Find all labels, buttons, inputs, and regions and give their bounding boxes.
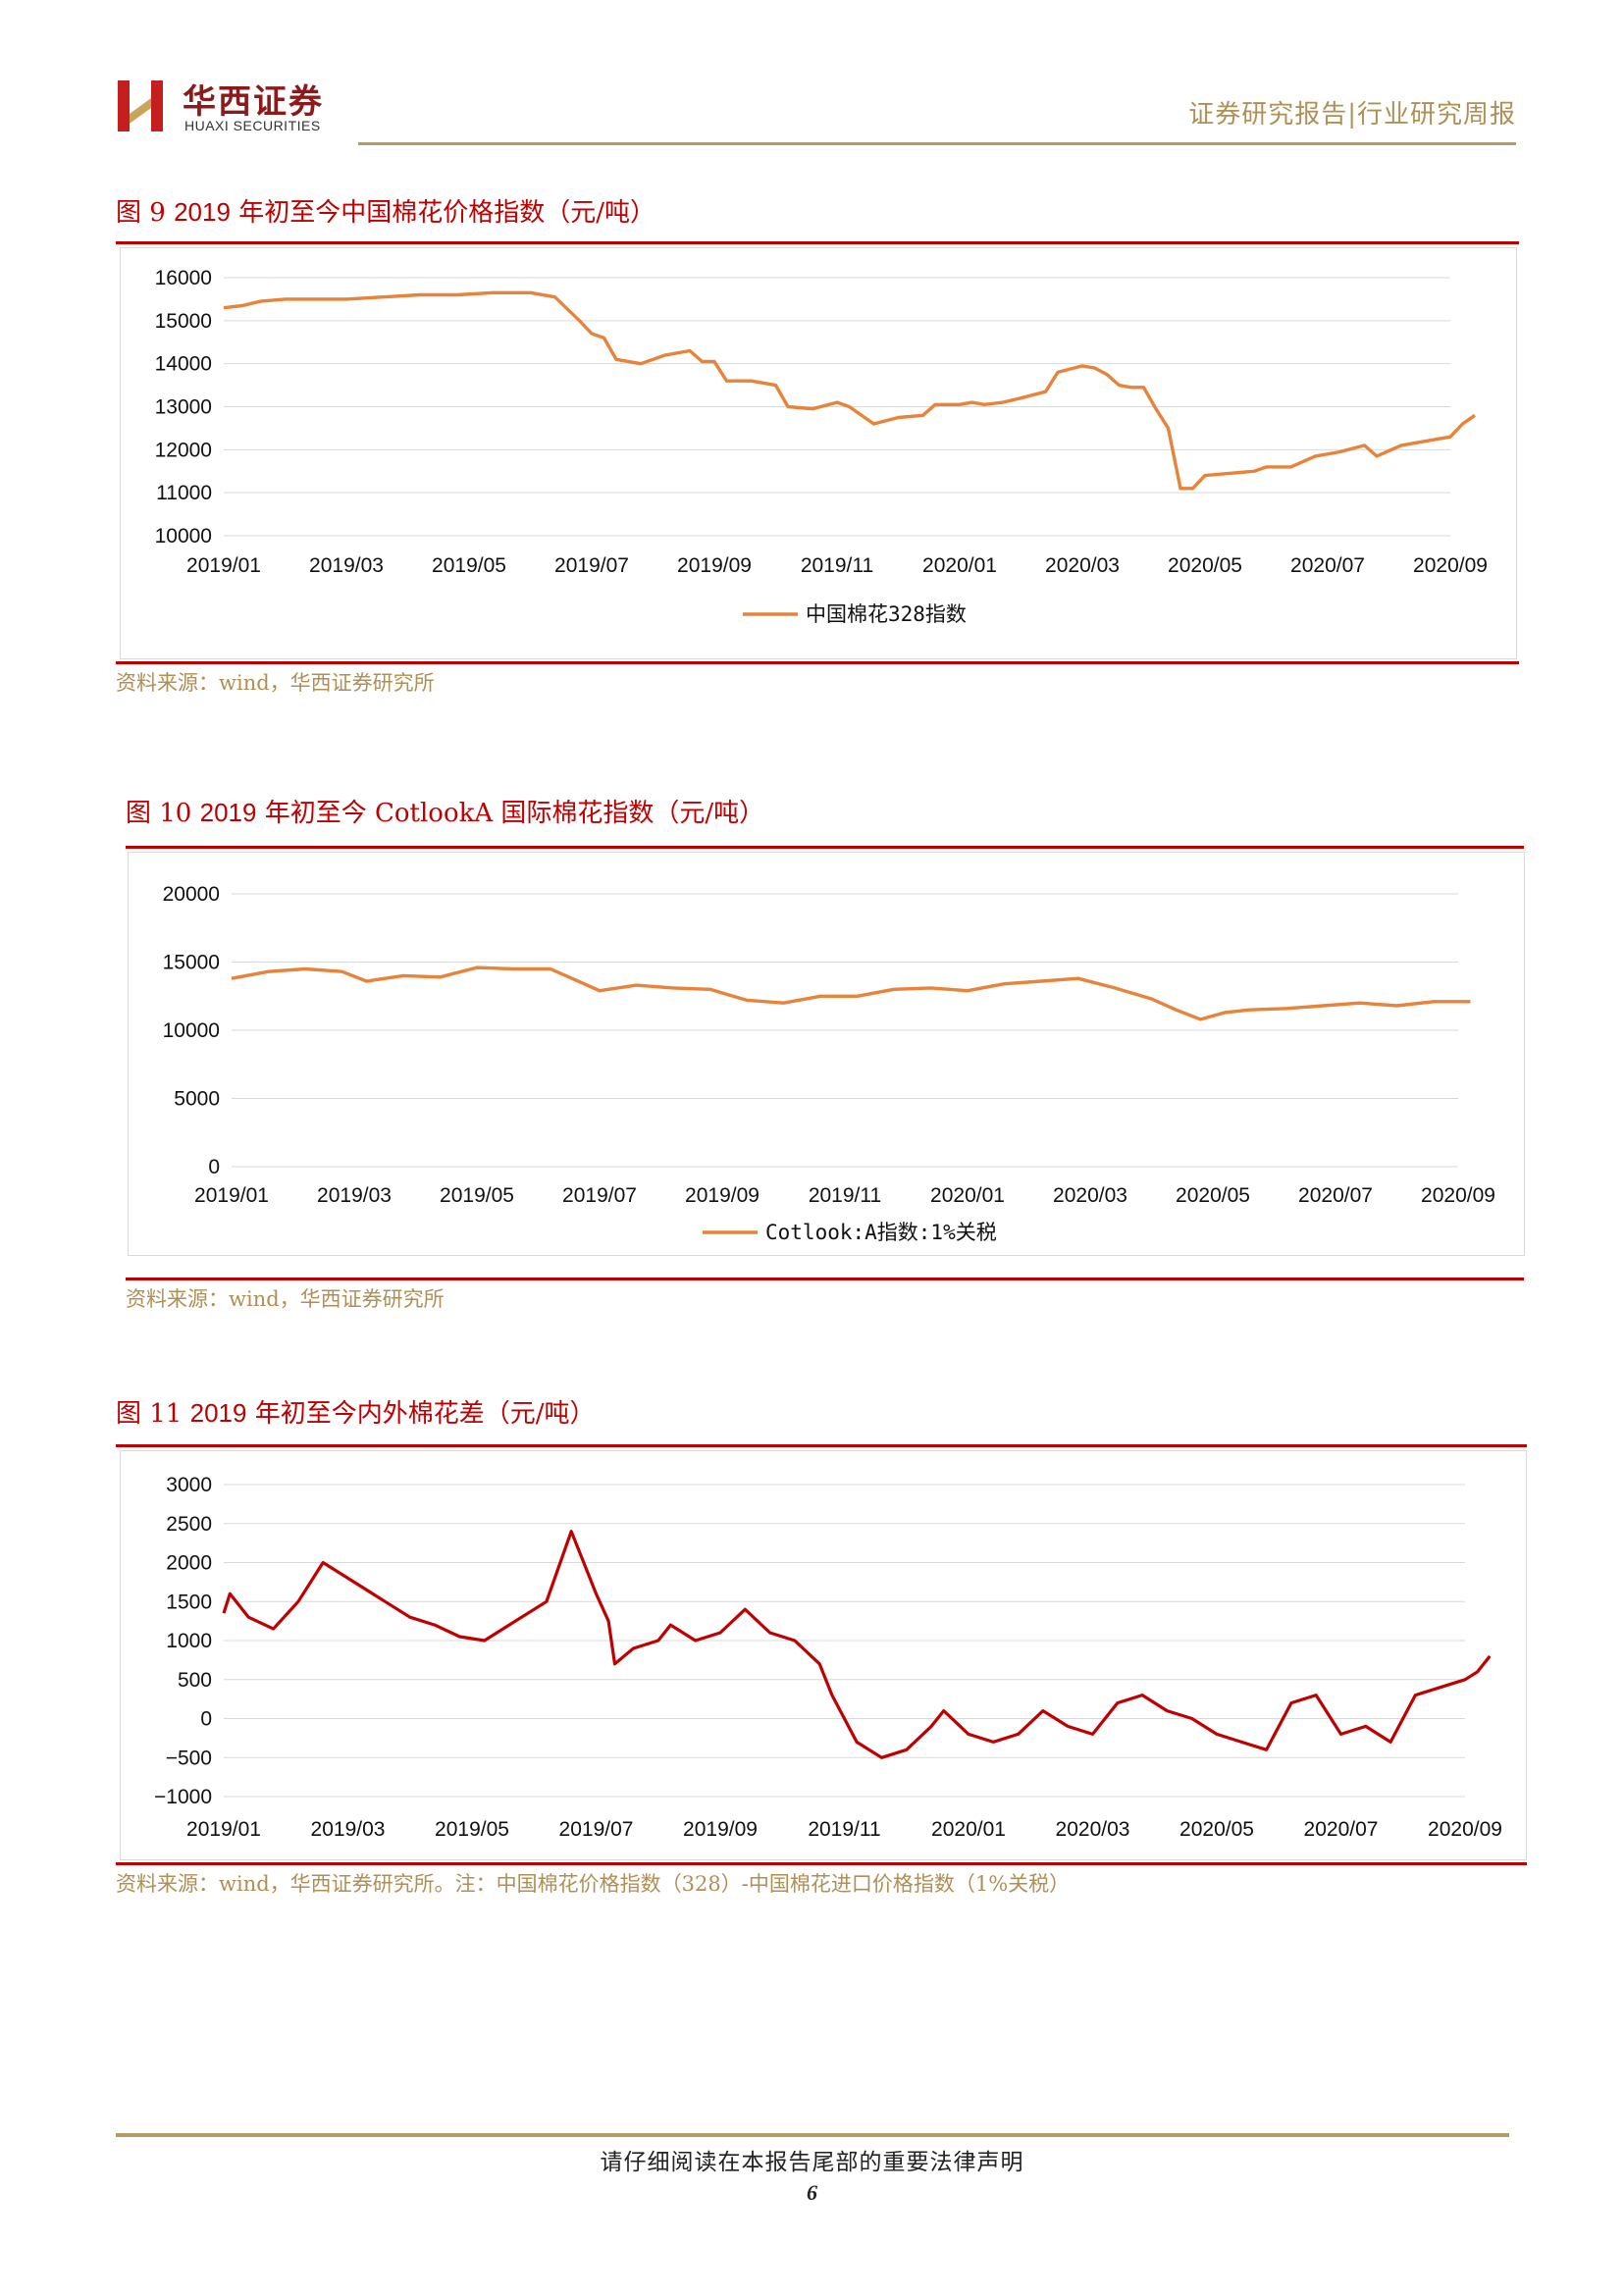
x-tick-label: 2020/05 bbox=[1176, 1184, 1250, 1207]
figure-9-chart-frame: 10000 11000 12000 13000 14000 15000 16000 2019/… bbox=[120, 247, 1517, 659]
x-tick-label: 2019/07 bbox=[562, 1184, 637, 1207]
x-tick-label: 2020/05 bbox=[1168, 554, 1242, 577]
figure-11-title-text: 年初至今内外棉花差（元/吨） bbox=[254, 1399, 596, 1429]
x-tick-label: 2020/03 bbox=[1056, 1818, 1130, 1841]
page-number: 6 bbox=[807, 2180, 817, 2205]
figure-10-label: 图 10 bbox=[126, 799, 192, 828]
x-tick-label: 2019/07 bbox=[554, 554, 629, 577]
series-line bbox=[222, 1530, 1492, 1759]
figure-11-source: 资料来源：wind，华西证券研究所。注：中国棉花价格指数（328）-中国棉花进口… bbox=[116, 1872, 1071, 1896]
logo-chinese-name: 华西证券 bbox=[183, 82, 324, 122]
y-tick-label: 12000 bbox=[155, 439, 212, 461]
figure-9-bottom-rule bbox=[116, 661, 1519, 664]
y-tick-label: 0 bbox=[200, 1708, 212, 1731]
x-tick-label: 2020/05 bbox=[1179, 1818, 1254, 1841]
figure-11-year: 2019 bbox=[189, 1398, 247, 1428]
figure-10-top-rule bbox=[126, 846, 1524, 849]
x-tick-label: 2019/03 bbox=[317, 1184, 392, 1207]
figure-9-year: 2019 bbox=[174, 197, 231, 227]
figure-11-top-rule bbox=[116, 1444, 1527, 1447]
x-tick-label: 2019/03 bbox=[311, 1818, 386, 1841]
x-tick-label: 2019/05 bbox=[432, 554, 506, 577]
figure-10-title: 图 10 2019 年初至今 CotlookA 国际棉花指数（元/吨） bbox=[126, 793, 764, 829]
x-tick-label: 2020/09 bbox=[1428, 1818, 1502, 1841]
figure-10-chart-frame: 0 5000 10000 15000 20000 2019/01 2019/03 2019/0… bbox=[128, 852, 1525, 1256]
x-tick-label: 2019/01 bbox=[186, 554, 261, 577]
y-tick-label: 10000 bbox=[163, 1019, 220, 1042]
x-tick-label: 2019/01 bbox=[194, 1184, 269, 1207]
figure-9-top-rule bbox=[116, 241, 1519, 244]
figure-10-bottom-rule bbox=[126, 1278, 1524, 1280]
figure-10-source: 资料来源：wind，华西证券研究所 bbox=[126, 1287, 445, 1311]
y-tick-label: 1500 bbox=[166, 1591, 212, 1613]
figure-11-chart: −1000 −500 0 500 1000 1500 2000 2500 3000 2019/01… bbox=[154, 1474, 1502, 1841]
y-tick-label: 3000 bbox=[166, 1474, 212, 1496]
x-tick-label: 2019/05 bbox=[435, 1818, 509, 1841]
y-tick-label: 2000 bbox=[166, 1552, 212, 1575]
y-tick-label: 2500 bbox=[166, 1513, 212, 1536]
figure-10-chart: 0 5000 10000 15000 20000 2019/01 2019/03 2019/0… bbox=[163, 883, 1495, 1244]
series-line bbox=[223, 290, 1476, 491]
huaxi-logo-icon bbox=[118, 80, 163, 131]
logo-english-name: HUAXI SECURITIES bbox=[184, 118, 321, 133]
figure-11-chart-frame: −1000 −500 0 500 1000 1500 2000 2500 3000 2019/01… bbox=[120, 1450, 1527, 1860]
y-tick-label: 10000 bbox=[155, 525, 212, 548]
y-tick-label: 1000 bbox=[166, 1630, 212, 1652]
y-tick-label: 15000 bbox=[163, 952, 220, 974]
y-tick-label: 16000 bbox=[155, 267, 212, 289]
figure-10-title-text: 年初至今 CotlookA 国际棉花指数（元/吨） bbox=[264, 799, 765, 828]
figure-9-source: 资料来源：wind，华西证券研究所 bbox=[116, 671, 435, 695]
x-tick-label: 2020/01 bbox=[922, 554, 997, 577]
figure-10-year: 2019 bbox=[199, 798, 257, 827]
y-tick-label: 15000 bbox=[155, 310, 212, 333]
x-tick-label: 2020/09 bbox=[1413, 554, 1488, 577]
x-tick-label: 2020/03 bbox=[1045, 554, 1120, 577]
x-tick-label: 2020/01 bbox=[930, 1184, 1005, 1207]
x-tick-label: 2019/11 bbox=[808, 1818, 880, 1841]
x-tick-label: 2020/07 bbox=[1298, 1184, 1373, 1207]
series-line bbox=[231, 965, 1471, 1021]
figure-11-title: 图 11 2019 年初至今内外棉花差（元/吨） bbox=[116, 1393, 596, 1430]
y-tick-label: 500 bbox=[178, 1669, 212, 1692]
x-tick-label: 2019/09 bbox=[685, 1184, 760, 1207]
figure-9-title: 图 9 2019 年初至今中国棉花价格指数（元/吨） bbox=[116, 192, 655, 229]
figure-9-chart: 10000 11000 12000 13000 14000 15000 16000 2019/… bbox=[155, 267, 1488, 626]
legend-label: 中国棉花328指数 bbox=[806, 602, 967, 626]
y-tick-label: −500 bbox=[166, 1747, 212, 1769]
y-tick-label: 0 bbox=[208, 1156, 220, 1178]
x-tick-label: 2020/01 bbox=[931, 1818, 1006, 1841]
x-tick-label: 2020/07 bbox=[1290, 554, 1365, 577]
x-tick-label: 2019/07 bbox=[559, 1818, 634, 1841]
y-tick-label: −1000 bbox=[154, 1786, 212, 1808]
x-tick-label: 2019/11 bbox=[801, 554, 873, 577]
x-tick-label: 2019/03 bbox=[309, 554, 384, 577]
x-tick-label: 2019/05 bbox=[440, 1184, 514, 1207]
figure-9-title-text: 年初至今中国棉花价格指数（元/吨） bbox=[238, 198, 655, 228]
x-tick-label: 2019/11 bbox=[809, 1184, 881, 1207]
y-tick-label: 20000 bbox=[163, 883, 220, 906]
y-tick-label: 5000 bbox=[174, 1088, 220, 1111]
header-divider bbox=[358, 142, 1516, 145]
x-tick-label: 2019/09 bbox=[683, 1818, 758, 1841]
figure-11-bottom-rule bbox=[116, 1862, 1527, 1865]
y-tick-label: 14000 bbox=[155, 353, 212, 376]
x-tick-label: 2020/09 bbox=[1421, 1184, 1495, 1207]
figure-9-label: 图 9 bbox=[116, 198, 166, 228]
x-tick-label: 2020/07 bbox=[1304, 1818, 1379, 1841]
y-tick-label: 13000 bbox=[155, 396, 212, 419]
footer-disclaimer: 请仔细阅读在本报告尾部的重要法律声明 bbox=[600, 2150, 1024, 2175]
legend-label: Cotlook:A指数:1%关税 bbox=[765, 1221, 997, 1244]
footer-divider bbox=[116, 2133, 1509, 2137]
figure-11-label: 图 11 bbox=[116, 1399, 183, 1429]
report-type: 证券研究报告|行业研究周报 bbox=[1188, 100, 1516, 130]
x-tick-label: 2020/03 bbox=[1053, 1184, 1127, 1207]
y-tick-label: 11000 bbox=[156, 482, 212, 504]
x-tick-label: 2019/01 bbox=[186, 1818, 261, 1841]
x-tick-label: 2019/09 bbox=[677, 554, 752, 577]
